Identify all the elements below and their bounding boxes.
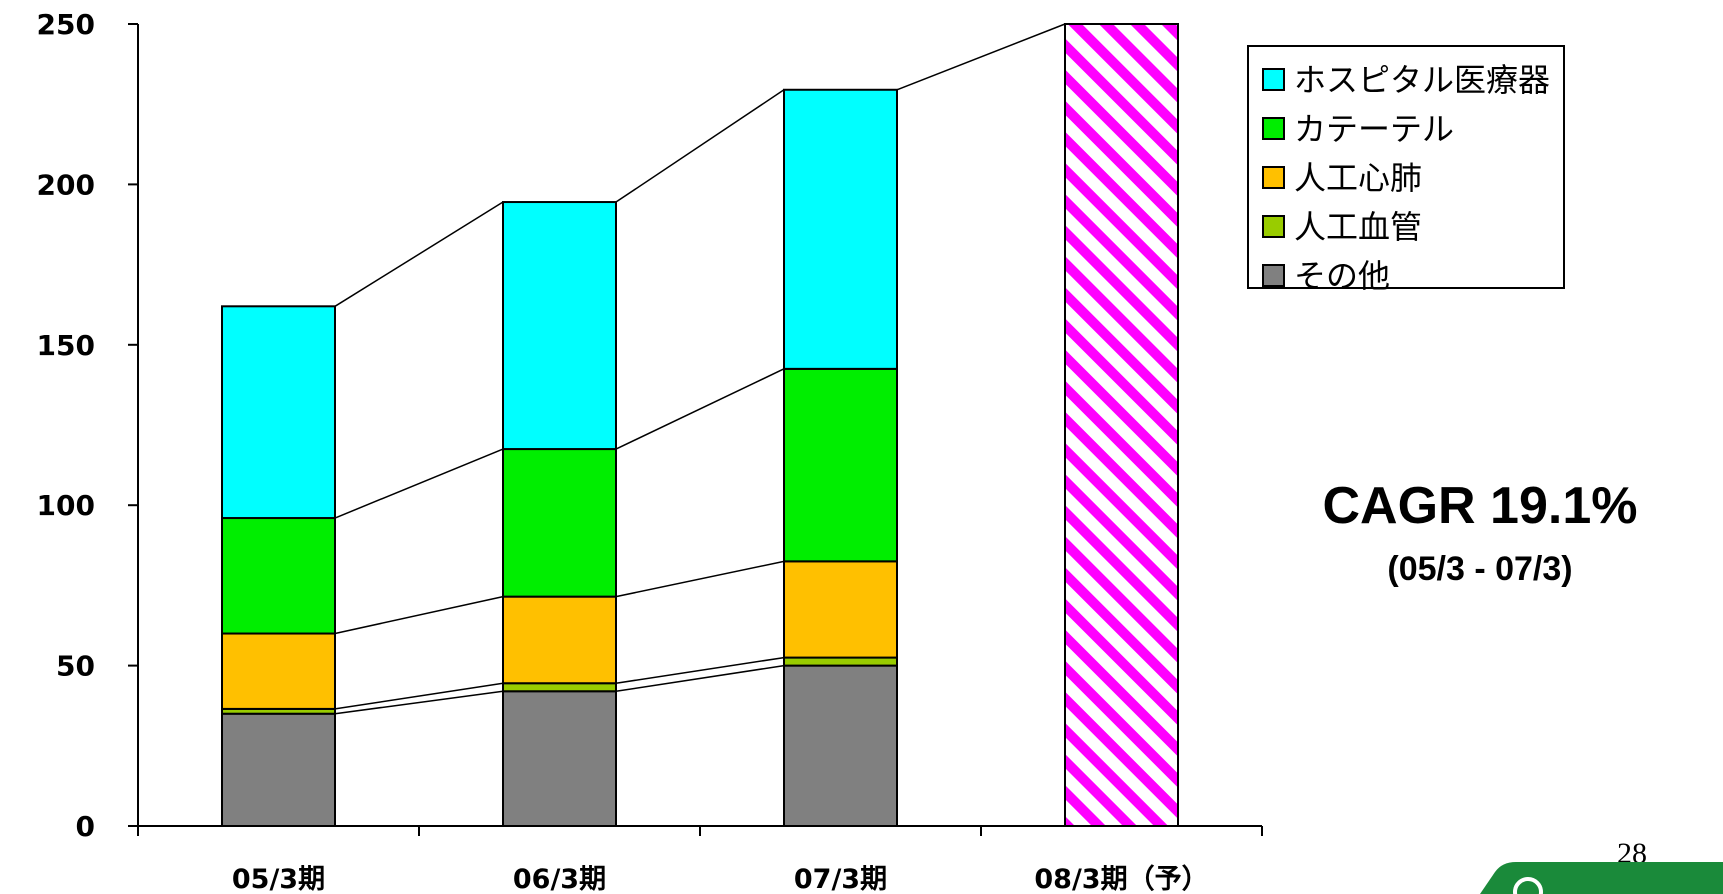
cagr-title: CAGR 19.1% xyxy=(1323,477,1638,535)
legend-swatch xyxy=(1262,117,1285,140)
cagr-subtitle: (05/3 - 07/3) xyxy=(1387,550,1572,588)
y-tick-label: 50 xyxy=(56,650,95,683)
cagr-annotation: CAGR 19.1% (05/3 - 07/3) xyxy=(1323,477,1638,588)
connector-line xyxy=(896,23,1066,91)
y-tick-label: 200 xyxy=(37,168,95,201)
legend-swatch xyxy=(1262,166,1285,189)
y-tick-label: 100 xyxy=(37,489,95,522)
bar-segment xyxy=(502,595,617,685)
connector-line xyxy=(615,664,785,693)
connector-line xyxy=(334,690,504,715)
bar-segment xyxy=(502,448,617,598)
x-category-label: 07/3期 xyxy=(794,864,887,894)
connector-line xyxy=(615,560,785,598)
x-category-label: 05/3期 xyxy=(232,864,325,894)
bar-segment xyxy=(221,517,336,635)
company-logo xyxy=(1480,862,1723,894)
connector-line xyxy=(615,368,785,450)
connector-line xyxy=(334,448,504,519)
bar-segment xyxy=(783,560,898,659)
connector-line xyxy=(615,656,785,684)
bar-segment xyxy=(221,305,336,520)
legend-label: 人工血管 xyxy=(1294,208,1422,246)
bar-segment xyxy=(783,88,898,370)
bar-segment xyxy=(783,656,898,667)
legend-swatch xyxy=(1262,68,1285,91)
legend-box xyxy=(1247,45,1565,289)
bar-segment xyxy=(502,201,617,451)
connector-line xyxy=(334,682,504,710)
x-category-label: 06/3期 xyxy=(513,864,606,894)
axes xyxy=(128,23,1263,836)
bar-segment xyxy=(502,682,617,693)
x-category-labels: 05/3期 06/3期 07/3期 08/3期（予） xyxy=(232,864,1209,894)
bars-group xyxy=(221,23,1179,827)
legend-swatch xyxy=(1262,215,1285,238)
bar-segment xyxy=(783,664,898,827)
y-tick-label: 150 xyxy=(37,329,95,362)
y-tick-label: 250 xyxy=(37,8,95,41)
connector-line xyxy=(334,595,504,635)
bar-segment xyxy=(221,632,336,710)
y-tick-labels: 0 50 100 150 200 250 xyxy=(37,8,95,843)
series-connector-lines xyxy=(334,23,1066,715)
legend-swatch xyxy=(1262,264,1285,287)
legend-label: カテーテル xyxy=(1294,110,1454,148)
x-category-label: 08/3期（予） xyxy=(1034,864,1208,894)
bar-segment xyxy=(783,367,898,563)
forecast-bar xyxy=(1064,23,1179,827)
bar-segment xyxy=(221,712,336,827)
bar-segment xyxy=(502,690,617,827)
legend-label: その他 xyxy=(1294,257,1390,295)
connector-line xyxy=(615,89,785,203)
y-tick-label: 0 xyxy=(76,810,95,843)
legend-label: ホスピタル医療器 xyxy=(1294,61,1550,99)
legend-label: 人工心肺 xyxy=(1294,159,1422,197)
connector-line xyxy=(334,201,504,307)
